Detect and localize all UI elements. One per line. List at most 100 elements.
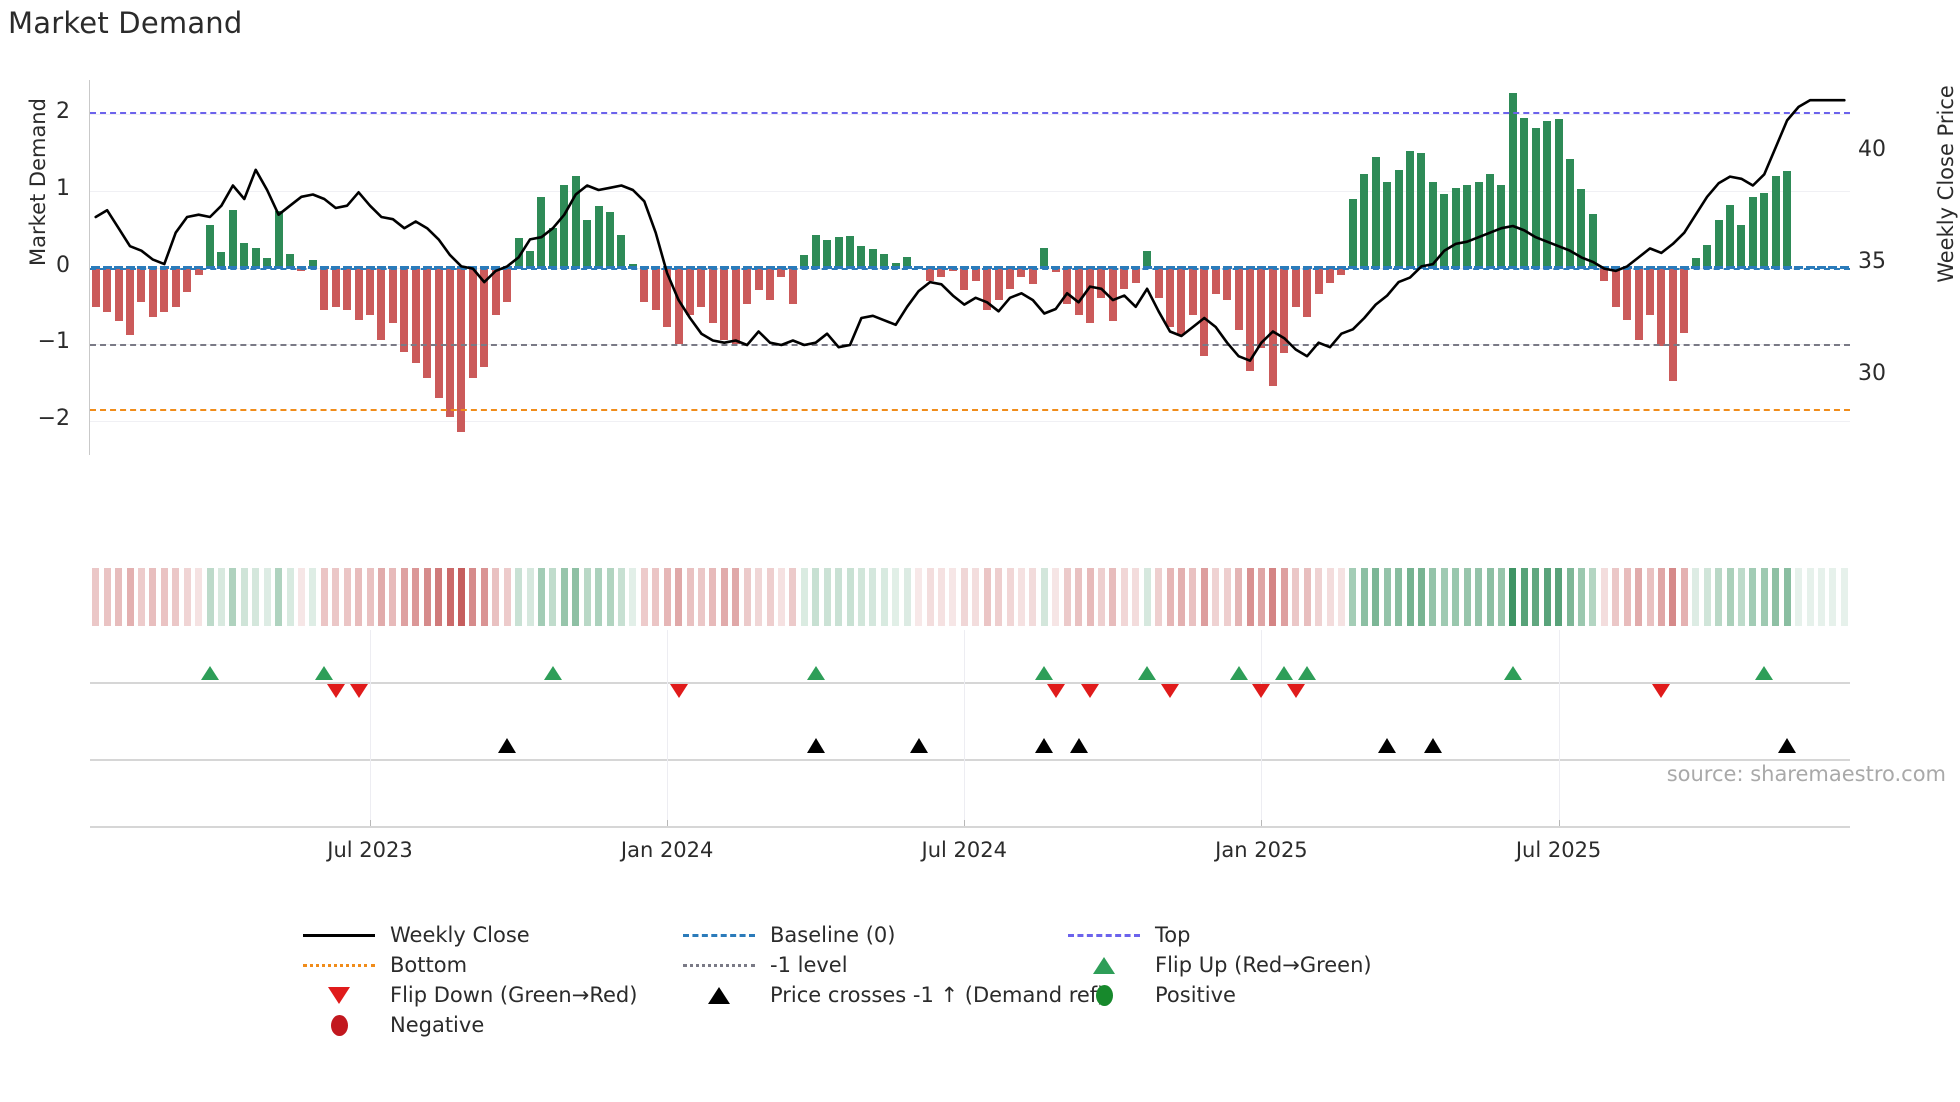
- heatmap-cell: [1806, 568, 1814, 626]
- heatmap-cell: [1052, 568, 1060, 626]
- heatmap-cell: [903, 568, 911, 626]
- marker-vgrid: [667, 630, 669, 820]
- demand-bar: [1246, 267, 1254, 371]
- demand-bar: [114, 267, 123, 322]
- heatmap-cell: [983, 568, 991, 626]
- heatmap-cell: [800, 568, 808, 626]
- heatmap-cell: [1795, 568, 1803, 626]
- heatmap-cell: [1109, 568, 1117, 626]
- demand-bar: [1623, 267, 1632, 320]
- heatmap-cell: [92, 568, 100, 626]
- demand-bar: [354, 267, 363, 320]
- heatmap-cell: [115, 568, 123, 626]
- heatmap-cell: [1246, 568, 1254, 626]
- price-cross-marker: [1423, 738, 1442, 753]
- baseline-swatch: [683, 933, 755, 937]
- heatmap-cell: [297, 568, 305, 626]
- heatmap-cell: [252, 568, 260, 626]
- flip-down-marker: [1046, 684, 1065, 698]
- y-axis-right-label: Weekly Close Price: [1934, 85, 1958, 283]
- demand-bar: [1463, 184, 1472, 268]
- heatmap-cell: [1086, 568, 1094, 626]
- legend-item[interactable]: Bottom: [300, 950, 467, 980]
- heatmap-cell: [446, 568, 454, 626]
- heatmap-cell: [149, 568, 157, 626]
- heatmap-cell: [1612, 568, 1620, 626]
- legend-item[interactable]: Flip Down (Green→Red): [300, 980, 637, 1010]
- demand-bar: [377, 267, 386, 341]
- demand-bar: [1108, 267, 1117, 322]
- heatmap-cell: [812, 568, 820, 626]
- heatmap-cell: [195, 568, 203, 626]
- heatmap-cell: [697, 568, 705, 626]
- legend-item[interactable]: Negative: [300, 1010, 484, 1040]
- heatmap-cell: [217, 568, 225, 626]
- legend-swatch: [300, 933, 378, 937]
- heatmap-cell: [1177, 568, 1185, 626]
- heatmap-cell: [880, 568, 888, 626]
- heatmap-cell: [1783, 568, 1791, 626]
- legend-item[interactable]: Positive: [1065, 980, 1236, 1010]
- legend-swatch: [1065, 933, 1143, 937]
- heatmap-cell: [1132, 568, 1140, 626]
- heatmap-cell: [1360, 568, 1368, 626]
- demand-bar: [686, 267, 694, 315]
- heatmap-cell: [1600, 568, 1608, 626]
- legend-item[interactable]: Price crosses -1 ↑ (Demand ref): [680, 980, 1105, 1010]
- demand-bar: [1668, 267, 1677, 381]
- demand-bar: [1006, 267, 1014, 289]
- weekly-close-swatch: [303, 933, 375, 937]
- heatmap-cell: [1703, 568, 1711, 626]
- heatmap-cell: [492, 568, 500, 626]
- demand-bar: [480, 267, 489, 367]
- demand-bar: [1051, 267, 1060, 273]
- heatmap-cell: [995, 568, 1003, 626]
- demand-bar: [400, 267, 409, 352]
- heatmap-cell: [332, 568, 340, 626]
- top-line-swatch: [1068, 933, 1140, 937]
- flip-down-marker: [349, 684, 368, 698]
- gridline: [90, 114, 1850, 116]
- demand-bar: [823, 239, 832, 268]
- heatmap-cell: [1395, 568, 1403, 626]
- heatmap-cell: [526, 568, 534, 626]
- y-tick-right: 30: [1858, 361, 1886, 387]
- demand-bar: [1394, 169, 1403, 268]
- legend-item[interactable]: Flip Up (Red→Green): [1065, 950, 1372, 980]
- legend-item[interactable]: Baseline (0): [680, 920, 895, 950]
- legend-item[interactable]: Weekly Close: [300, 920, 530, 950]
- legend-item[interactable]: Top: [1065, 920, 1190, 950]
- weekly-close-line: [94, 98, 1846, 363]
- demand-bar: [743, 267, 752, 305]
- heatmap-cell: [732, 568, 740, 626]
- y-tick-right: 40: [1858, 136, 1886, 162]
- demand-bar: [1440, 194, 1449, 268]
- flip-up-marker: [1503, 666, 1522, 680]
- demand-bar: [651, 267, 660, 310]
- legend-item[interactable]: -1 level: [680, 950, 848, 980]
- heatmap-cell: [1417, 568, 1425, 626]
- heatmap-cell: [1029, 568, 1037, 626]
- demand-bar: [697, 267, 706, 308]
- heatmap-cell: [663, 568, 671, 626]
- heatmap-cell: [206, 568, 214, 626]
- demand-heatmap-strip: [90, 568, 1850, 626]
- demand-bar: [274, 210, 283, 268]
- heatmap-cell: [1829, 568, 1837, 626]
- demand-bar: [777, 267, 786, 277]
- legend-swatch: [300, 986, 378, 1004]
- heatmap-cell: [1120, 568, 1128, 626]
- demand-bar: [1486, 174, 1494, 268]
- demand-bar: [1680, 267, 1689, 333]
- heatmap-cell: [183, 568, 191, 626]
- demand-bar: [91, 267, 100, 308]
- demand-bar: [137, 267, 146, 302]
- heatmap-cell: [1543, 568, 1551, 626]
- demand-bar: [857, 246, 866, 268]
- demand-bar: [1143, 250, 1152, 268]
- demand-bar: [708, 267, 717, 323]
- marker-vgrid: [1558, 630, 1560, 820]
- heatmap-cell: [572, 568, 580, 626]
- demand-bar: [457, 267, 466, 433]
- heatmap-cell: [1817, 568, 1825, 626]
